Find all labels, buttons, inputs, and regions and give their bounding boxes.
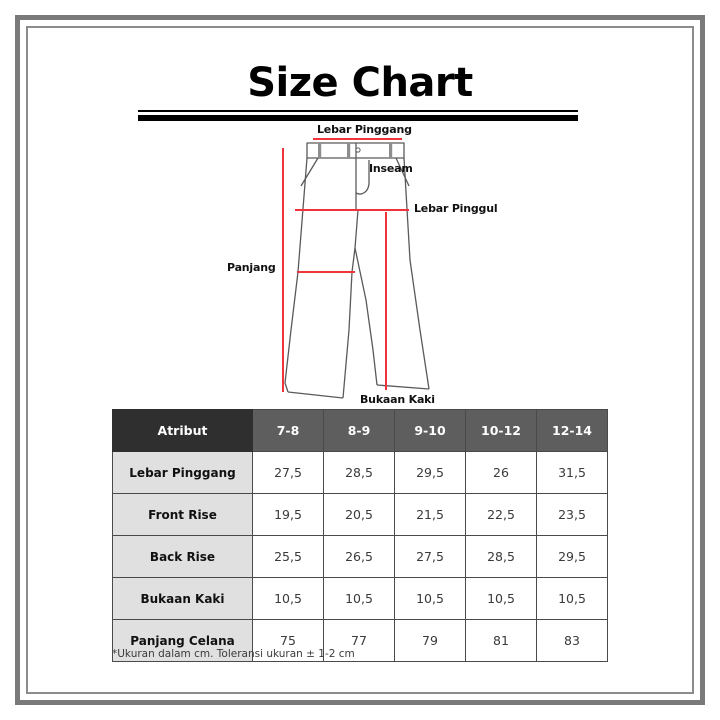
size-table: Atribut 7-8 8-9 9-10 10-12 12-14 Lebar P…	[112, 409, 608, 662]
column-header-size-4: 10-12	[465, 409, 537, 452]
cell-value: 22,5	[465, 493, 537, 536]
column-header-size-1: 7-8	[252, 409, 324, 452]
cell-value: 26	[465, 451, 537, 494]
table-row: Front Rise 19,5 20,5 21,5 22,5 23,5	[112, 493, 608, 536]
cell-value: 20,5	[323, 493, 395, 536]
cell-value: 27,5	[394, 535, 466, 578]
footnote-text: *Ukuran dalam cm. Toleransi ukuran ± 1-2…	[112, 648, 355, 660]
cell-value: 29,5	[394, 451, 466, 494]
cell-value: 10,5	[252, 577, 324, 620]
cell-value: 29,5	[536, 535, 608, 578]
row-label: Back Rise	[112, 535, 253, 578]
cell-value: 10,5	[465, 577, 537, 620]
cell-value: 23,5	[536, 493, 608, 536]
column-header-attribute: Atribut	[112, 409, 253, 452]
cell-value: 19,5	[252, 493, 324, 536]
cell-value: 25,5	[252, 535, 324, 578]
row-label: Front Rise	[112, 493, 253, 536]
table-row: Bukaan Kaki 10,5 10,5 10,5 10,5 10,5	[112, 577, 608, 620]
cell-value: 10,5	[394, 577, 466, 620]
column-header-size-3: 9-10	[394, 409, 466, 452]
diagram-label-leg-opening: Bukaan Kaki	[360, 393, 435, 406]
cell-value: 10,5	[536, 577, 608, 620]
cell-value: 75	[252, 619, 324, 662]
cell-value: 21,5	[394, 493, 466, 536]
diagram-label-inseam: Inseam	[369, 162, 413, 175]
row-label: Panjang Celana	[112, 619, 253, 662]
cell-value: 77	[323, 619, 395, 662]
cell-value: 28,5	[465, 535, 537, 578]
cell-value: 31,5	[536, 451, 608, 494]
row-label: Bukaan Kaki	[112, 577, 253, 620]
cell-value: 10,5	[323, 577, 395, 620]
table-row: Panjang Celana 75 77 79 81 83	[112, 619, 608, 662]
cell-value: 79	[394, 619, 466, 662]
title-rule-thick	[138, 115, 578, 121]
diagram-label-hip: Lebar Pinggul	[414, 202, 498, 215]
cell-value: 28,5	[323, 451, 395, 494]
cell-value: 83	[536, 619, 608, 662]
page-title: Size Chart	[247, 60, 473, 106]
cell-value: 27,5	[252, 451, 324, 494]
cell-value: 81	[465, 619, 537, 662]
table-row: Back Rise 25,5 26,5 27,5 28,5 29,5	[112, 535, 608, 578]
cell-value: 26,5	[323, 535, 395, 578]
table-row: Lebar Pinggang 27,5 28,5 29,5 26 31,5	[112, 451, 608, 494]
column-header-size-2: 8-9	[323, 409, 395, 452]
row-label: Lebar Pinggang	[112, 451, 253, 494]
title-rule-thin	[138, 110, 578, 112]
column-header-size-5: 12-14	[536, 409, 608, 452]
table-header-row: Atribut 7-8 8-9 9-10 10-12 12-14	[112, 409, 608, 452]
diagram-label-length: Panjang	[227, 261, 276, 274]
diagram-label-waist: Lebar Pinggang	[317, 123, 412, 136]
